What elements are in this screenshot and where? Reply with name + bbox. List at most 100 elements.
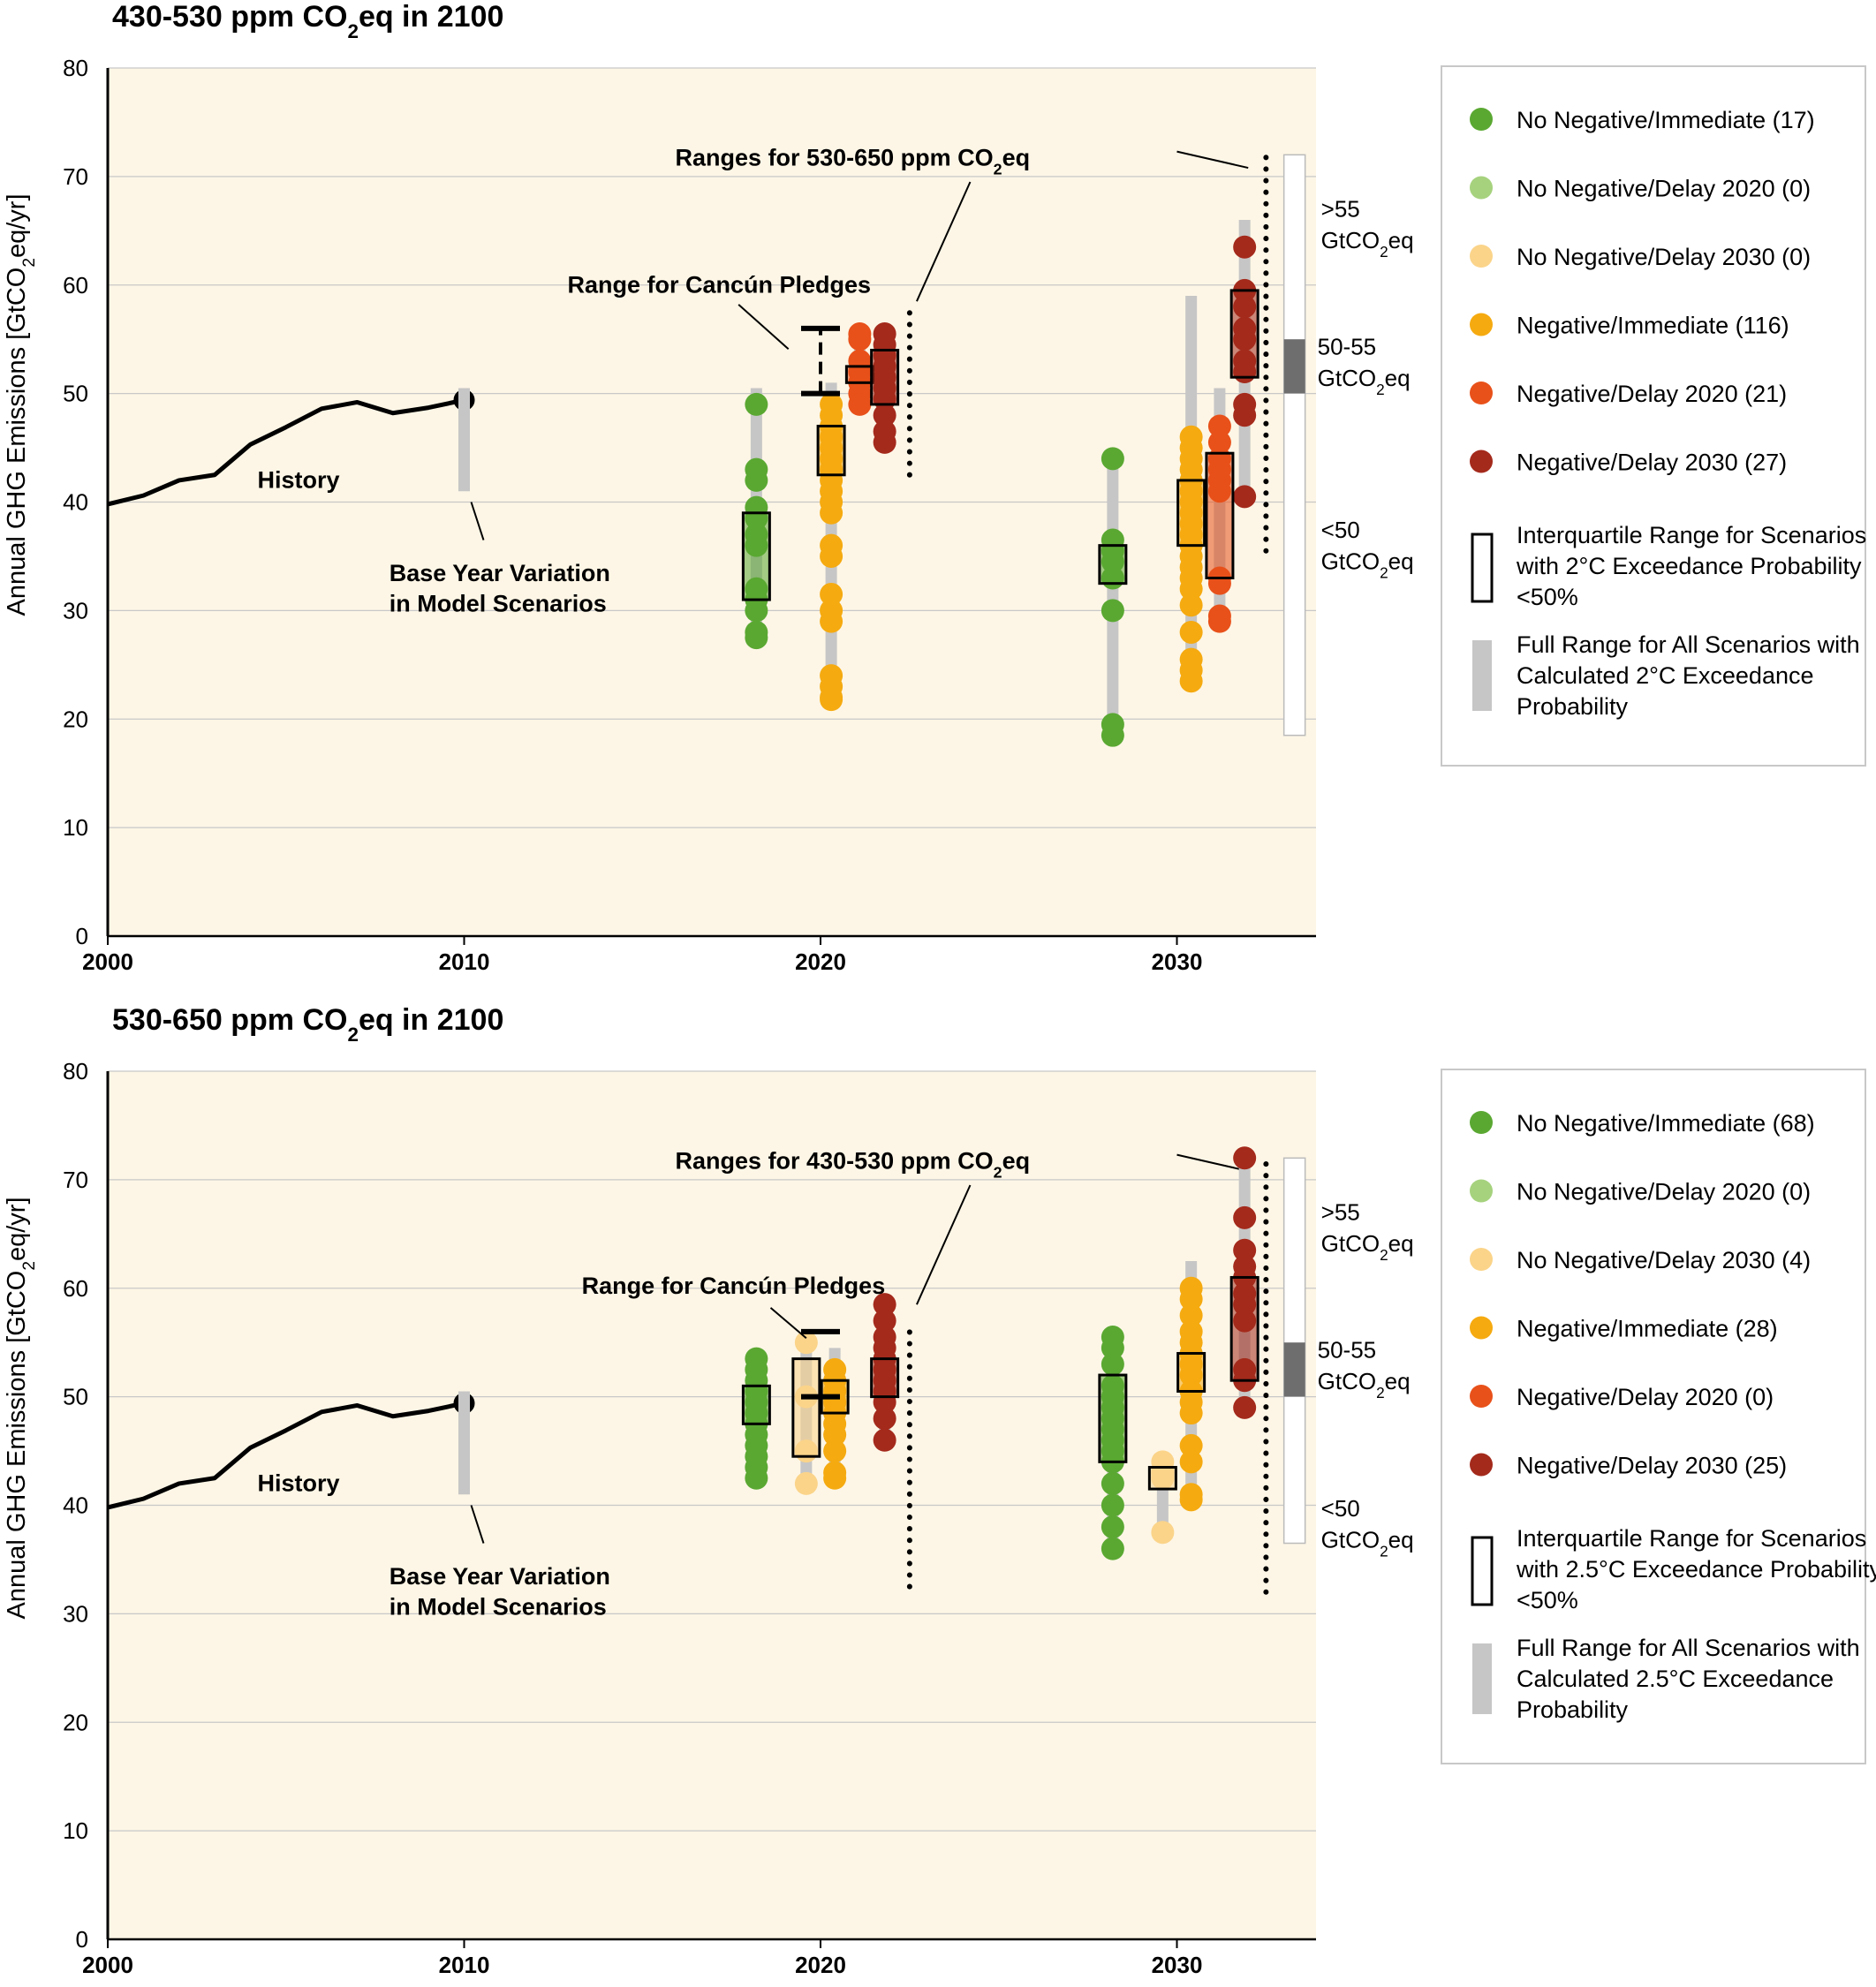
scenario-point bbox=[1233, 485, 1257, 509]
base-year-label: Base Year Variation bbox=[390, 1563, 610, 1590]
scenario-point bbox=[745, 392, 768, 416]
scenario-point bbox=[1101, 447, 1124, 471]
legend-swatch bbox=[1470, 176, 1493, 200]
iqr-box bbox=[870, 1357, 900, 1399]
legend-swatch bbox=[1470, 1316, 1493, 1340]
ghg-label-low-unit-main: GtCO bbox=[1321, 548, 1380, 575]
iqr-box bbox=[1176, 1351, 1207, 1393]
ghg-label-low-unit-main: GtCO bbox=[1321, 1526, 1380, 1553]
ghg-50-55-band bbox=[1283, 339, 1305, 394]
ghg-label-low-unit-sub: 2 bbox=[1380, 1542, 1388, 1560]
legend-swatch bbox=[1470, 1248, 1493, 1271]
ghg-label-mid-unit-end: eq bbox=[1385, 365, 1411, 391]
legend-entry: No Negative/Delay 2030 (4) bbox=[1517, 1247, 1811, 1273]
pledge-label: Range for Cancún Pledges bbox=[582, 1273, 886, 1299]
alt-range-label-sub: 2 bbox=[994, 1164, 1002, 1182]
ghg-label-mid-unit: GtCO2eq bbox=[1318, 365, 1411, 398]
scenario-point bbox=[1179, 1303, 1203, 1327]
scenario-point bbox=[873, 1407, 896, 1431]
scenario-point bbox=[873, 1293, 896, 1317]
ghg-label-high-unit-end: eq bbox=[1388, 1230, 1414, 1257]
y-axis-label: Annual GHG Emissions [GtCO2eq/yr] bbox=[3, 1197, 39, 1619]
y-tick-label: 10 bbox=[63, 814, 88, 841]
iqr-box bbox=[741, 1384, 771, 1425]
legend-entry: Negative/Delay 2030 (27) bbox=[1517, 450, 1787, 476]
alt-range-leader bbox=[1176, 150, 1249, 170]
scenario-point bbox=[1179, 1488, 1203, 1512]
legend-swatch bbox=[1470, 108, 1493, 131]
panel-title-main: 530-650 ppm CO bbox=[112, 1003, 347, 1037]
iqr-box bbox=[741, 511, 771, 601]
scenario-point bbox=[1179, 1450, 1203, 1474]
y-tick-label: 60 bbox=[63, 272, 88, 298]
ghg-label-low-unit: GtCO2eq bbox=[1321, 1526, 1414, 1560]
legend-full-swatch bbox=[1472, 1643, 1492, 1714]
history-label: History bbox=[257, 467, 339, 494]
legend-entry: Negative/Delay 2020 (0) bbox=[1517, 1384, 1774, 1410]
history-line bbox=[107, 397, 465, 507]
legend-iqr-text: Interquartile Range for Scenarios bbox=[1517, 522, 1866, 548]
legend-box bbox=[1441, 1069, 1866, 1764]
ghg-label-low: <50 bbox=[1321, 517, 1360, 543]
scenario-point bbox=[873, 404, 896, 427]
y-tick-label: 20 bbox=[63, 1709, 88, 1735]
scenario-point bbox=[820, 582, 843, 606]
alt-range-label-main: Ranges for 430-530 ppm CO bbox=[676, 1148, 994, 1175]
scenario-point bbox=[1233, 1205, 1257, 1229]
legend-swatch bbox=[1470, 1179, 1493, 1203]
iqr-box bbox=[1098, 544, 1128, 586]
y-tick-label: 30 bbox=[63, 597, 88, 623]
scenario-point bbox=[794, 1331, 818, 1355]
ghg-label-high-unit-main: GtCO bbox=[1321, 1230, 1380, 1257]
ghg-label-mid-unit-main: GtCO bbox=[1318, 365, 1376, 391]
scenario-point bbox=[1207, 414, 1231, 438]
alt-range-leader bbox=[916, 181, 972, 302]
scenario-point bbox=[1233, 235, 1257, 259]
panel-title: 430-530 ppm CO2eq in 2100 bbox=[112, 0, 503, 42]
ghg-label-mid-unit: GtCO2eq bbox=[1318, 1368, 1411, 1401]
legend-swatch bbox=[1470, 1453, 1493, 1477]
legend-full-text: Probability bbox=[1517, 1696, 1629, 1723]
ghg-label-mid: 50-55 bbox=[1318, 1336, 1377, 1363]
y-tick-label: 40 bbox=[63, 1492, 88, 1519]
legend-swatch bbox=[1470, 313, 1493, 336]
iqr-box bbox=[1176, 479, 1207, 548]
scenario-point bbox=[873, 1309, 896, 1333]
y-axis-label-sub: 2 bbox=[20, 1261, 39, 1271]
ghg-label-mid-unit-main: GtCO bbox=[1318, 1368, 1376, 1394]
y-tick-label: 0 bbox=[76, 1926, 88, 1953]
scenario-point bbox=[1101, 1515, 1124, 1539]
legend-entry: No Negative/Delay 2030 (0) bbox=[1517, 244, 1811, 270]
scenario-point bbox=[745, 599, 768, 623]
scenario-point bbox=[1179, 1288, 1203, 1311]
ghg-label-mid: 50-55 bbox=[1318, 333, 1377, 359]
x-tick-label: 2000 bbox=[82, 948, 133, 975]
y-axis-label-end: eq/yr] bbox=[3, 193, 31, 258]
legend-swatch bbox=[1470, 382, 1493, 404]
scenario-point bbox=[820, 609, 843, 633]
y-axis-label-end: eq/yr] bbox=[3, 1197, 31, 1261]
ghg-label-high-unit-end: eq bbox=[1388, 227, 1414, 253]
panel-1: 430-530 ppm CO2eq in 2100010203040506070… bbox=[3, 0, 1866, 975]
ghg-50-55-band bbox=[1283, 1342, 1305, 1397]
legend-full-text: Full Range for All Scenarios with bbox=[1517, 1635, 1860, 1661]
ghg-label-low-unit-end: eq bbox=[1388, 548, 1414, 575]
scenario-point bbox=[1233, 404, 1257, 427]
scenario-point bbox=[1101, 1336, 1124, 1360]
scenario-point bbox=[1179, 577, 1203, 601]
panel-title-sub: 2 bbox=[347, 1024, 358, 1046]
y-tick-label: 40 bbox=[63, 489, 88, 516]
legend-entry: No Negative/Delay 2020 (0) bbox=[1517, 1179, 1811, 1205]
y-tick-label: 80 bbox=[63, 1058, 88, 1084]
alt-range-label-main: Ranges for 530-650 ppm CO bbox=[676, 145, 994, 171]
x-tick-label: 2020 bbox=[795, 948, 846, 975]
legend-full-swatch bbox=[1472, 640, 1492, 711]
scenario-point bbox=[1233, 1238, 1257, 1262]
legend-full-text: Full Range for All Scenarios with bbox=[1517, 631, 1860, 658]
y-tick-label: 70 bbox=[63, 1167, 88, 1193]
scenario-point bbox=[1233, 1395, 1257, 1419]
scenario-point bbox=[1101, 723, 1124, 747]
pledge-label: Range for Cancún Pledges bbox=[568, 271, 872, 298]
legend-iqr-text: Interquartile Range for Scenarios bbox=[1517, 1525, 1866, 1552]
scenario-point bbox=[1101, 1537, 1124, 1560]
